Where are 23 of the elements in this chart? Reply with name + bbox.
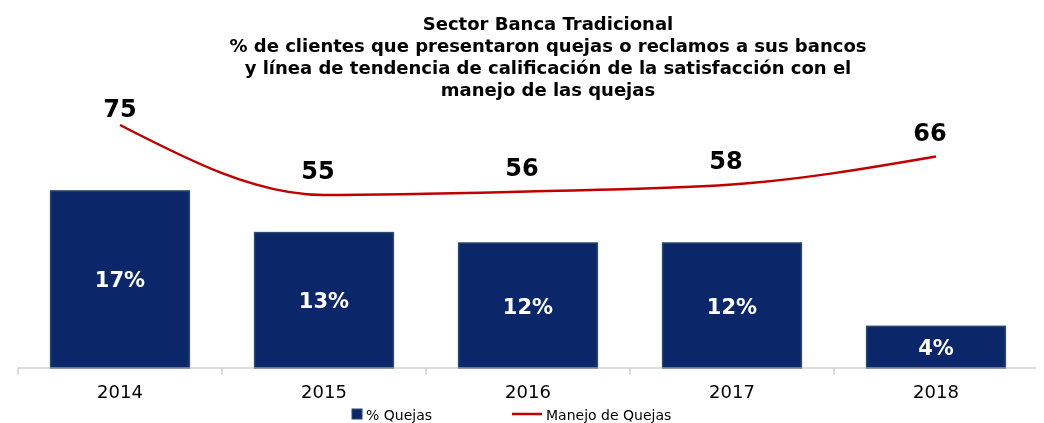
bar (661, 242, 803, 369)
chart-title: Sector Banca Tradicional % de clientes que presentaron quejas o reclamos a sus bancos y línea de tendencia de calificación de la satisfacción con el manejo de las quejas (229, 13, 867, 100)
data-label: 4% (918, 336, 954, 361)
x-tick-label: 2018 (913, 381, 959, 402)
data-label: 55 (301, 157, 335, 185)
bar (457, 242, 599, 369)
bar (49, 190, 191, 369)
data-label: 58 (709, 146, 743, 175)
data-label: 12% (706, 294, 758, 319)
x-tick-label: 2017 (709, 381, 755, 402)
bar (865, 325, 1007, 369)
data-label: 13% (298, 289, 350, 314)
bar (253, 231, 395, 369)
data-label: 56 (505, 153, 539, 182)
x-tick-label: 2016 (505, 381, 551, 402)
legend-label: % Quejas (366, 407, 433, 423)
data-label: 66 (913, 118, 947, 147)
x-tick-label: 2014 (97, 381, 143, 402)
data-label: 12% (502, 294, 554, 319)
legend-label: Manejo de Quejas (546, 407, 672, 423)
data-label: 17% (94, 268, 146, 293)
data-label: 75 (103, 95, 137, 123)
x-tick-label: 2015 (301, 381, 347, 402)
